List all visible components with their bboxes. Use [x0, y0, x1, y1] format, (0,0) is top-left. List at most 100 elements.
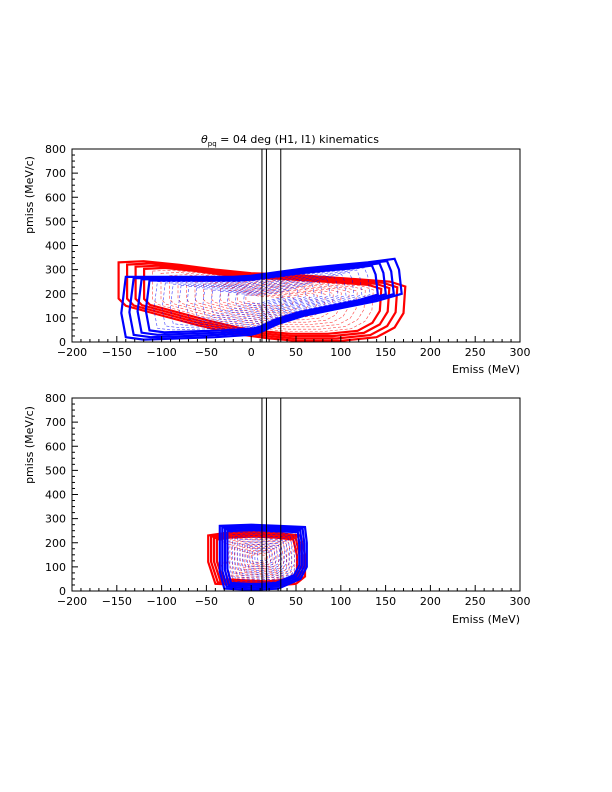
y-tick-label: 700 [45, 416, 66, 429]
y-tick-label: 100 [45, 561, 66, 574]
contour-line-1 [242, 540, 285, 573]
y-tick-label: 600 [45, 440, 66, 453]
contour-line-1 [243, 292, 283, 305]
contour-line-0 [251, 554, 266, 563]
y-tick-label: 300 [45, 264, 66, 277]
contour-line-0 [239, 548, 276, 569]
contour-line-1 [161, 269, 363, 328]
x-tick-label: 300 [510, 595, 531, 608]
x-tick-label: 250 [465, 346, 486, 359]
contour-line-1 [128, 259, 395, 339]
x-tick-label: 100 [330, 595, 351, 608]
y-tick-label: 100 [45, 312, 66, 325]
x-tick-label: −150 [102, 595, 132, 608]
contour-line-1 [194, 278, 331, 319]
x-tick-label: −200 [57, 346, 87, 359]
x-tick-label: −100 [146, 595, 176, 608]
y-tick-label: 0 [59, 336, 66, 349]
contour-line-0 [234, 545, 282, 573]
contour-line-1 [252, 547, 275, 565]
contour-layer [117, 257, 407, 342]
y-tick-label: 300 [45, 513, 66, 526]
axes: −200 −150 −100 −50 0 50 100 150 200 250 300 0 100 200… [45, 143, 531, 359]
contour-line-1 [237, 536, 290, 577]
contour-line-1 [178, 274, 347, 324]
contour-line-0 [245, 551, 271, 566]
x-tick-label: 100 [330, 346, 351, 359]
contour-line-1 [153, 267, 371, 331]
contour-line-0 [228, 290, 302, 311]
x-tick-label: 200 [420, 346, 441, 359]
contour-line-1 [227, 287, 299, 309]
contour-line-1 [218, 523, 308, 591]
y-tick-label: 700 [45, 167, 66, 180]
x-tick-label: 150 [375, 346, 396, 359]
x-tick-label: −50 [195, 595, 218, 608]
chart-title: θpq = 04 deg (H1, I1) kinematics [201, 133, 379, 148]
contour-layer [207, 523, 308, 591]
contour-line-0 [237, 292, 294, 309]
x-tick-label: 0 [248, 595, 255, 608]
x-tick-label: −100 [146, 346, 176, 359]
contour-line-1 [218, 285, 307, 312]
contour-line-0 [186, 278, 342, 323]
y-tick-label: 500 [45, 464, 66, 477]
bottom-panel: −200 −150 −100 −50 0 50 100 150 200 250 300 0 100 200… [23, 392, 531, 626]
contour-line-1 [257, 551, 270, 562]
x-tick-label: 200 [420, 595, 441, 608]
x-tick-label: −150 [102, 346, 132, 359]
contour-line-1 [234, 535, 293, 579]
contour-line-0 [126, 262, 399, 340]
contour-line-1 [229, 531, 298, 583]
contour-line-0 [231, 543, 284, 574]
contour-line-1 [210, 283, 315, 314]
contour-line-0 [225, 540, 290, 577]
y-tick-label: 500 [45, 215, 66, 228]
x-tick-label: 300 [510, 346, 531, 359]
axes: −200 −150 −100 −50 0 50 100 150 200 250 300 0 100 200… [45, 392, 531, 608]
y-tick-label: 200 [45, 537, 66, 550]
x-tick-label: 50 [289, 595, 303, 608]
x-tick-label: −50 [195, 346, 218, 359]
contour-line-1 [232, 533, 295, 581]
contour-line-1 [169, 271, 355, 326]
x-tick-label: 150 [375, 595, 396, 608]
contour-line-1 [239, 538, 288, 575]
x-tick-label: 250 [465, 595, 486, 608]
contour-line-1 [120, 257, 403, 341]
y-tick-label: 400 [45, 489, 66, 502]
y-tick-label: 800 [45, 392, 66, 405]
x-axis-label: Emiss (MeV) [452, 613, 520, 626]
contour-line-0 [117, 260, 407, 342]
contour-line-1 [235, 289, 291, 307]
contour-line-1 [202, 280, 323, 317]
contour-line-0 [222, 539, 292, 579]
x-tick-label: 0 [248, 346, 255, 359]
x-axis-label: Emiss (MeV) [452, 363, 520, 376]
contour-line-1 [247, 544, 280, 569]
contour-line-0 [134, 264, 391, 338]
y-tick-label: 800 [45, 143, 66, 156]
contour-line-0 [211, 285, 318, 316]
contour-line-1 [136, 262, 387, 336]
contour-line-0 [236, 546, 279, 571]
x-tick-label: 50 [289, 346, 303, 359]
contour-line-0 [228, 542, 287, 576]
contour-line-1 [144, 264, 379, 334]
contour-line-1 [223, 527, 303, 588]
y-tick-label: 600 [45, 191, 66, 204]
x-tick-label: −200 [57, 595, 87, 608]
y-axis-label: pmiss (MeV/c) [23, 406, 36, 484]
y-tick-label: 400 [45, 240, 66, 253]
vertical-markers [261, 149, 282, 342]
contour-line-1 [226, 528, 301, 586]
y-tick-label: 0 [59, 585, 66, 598]
y-tick-label: 200 [45, 288, 66, 301]
top-panel: θpq = 04 deg (H1, I1) kinematics −200 −15… [23, 133, 531, 376]
y-axis-label: pmiss (MeV/c) [23, 156, 36, 234]
contour-line-1 [186, 276, 339, 321]
vertical-markers [261, 398, 282, 591]
contour-line-1 [221, 525, 306, 590]
contour-line-1 [249, 546, 278, 567]
